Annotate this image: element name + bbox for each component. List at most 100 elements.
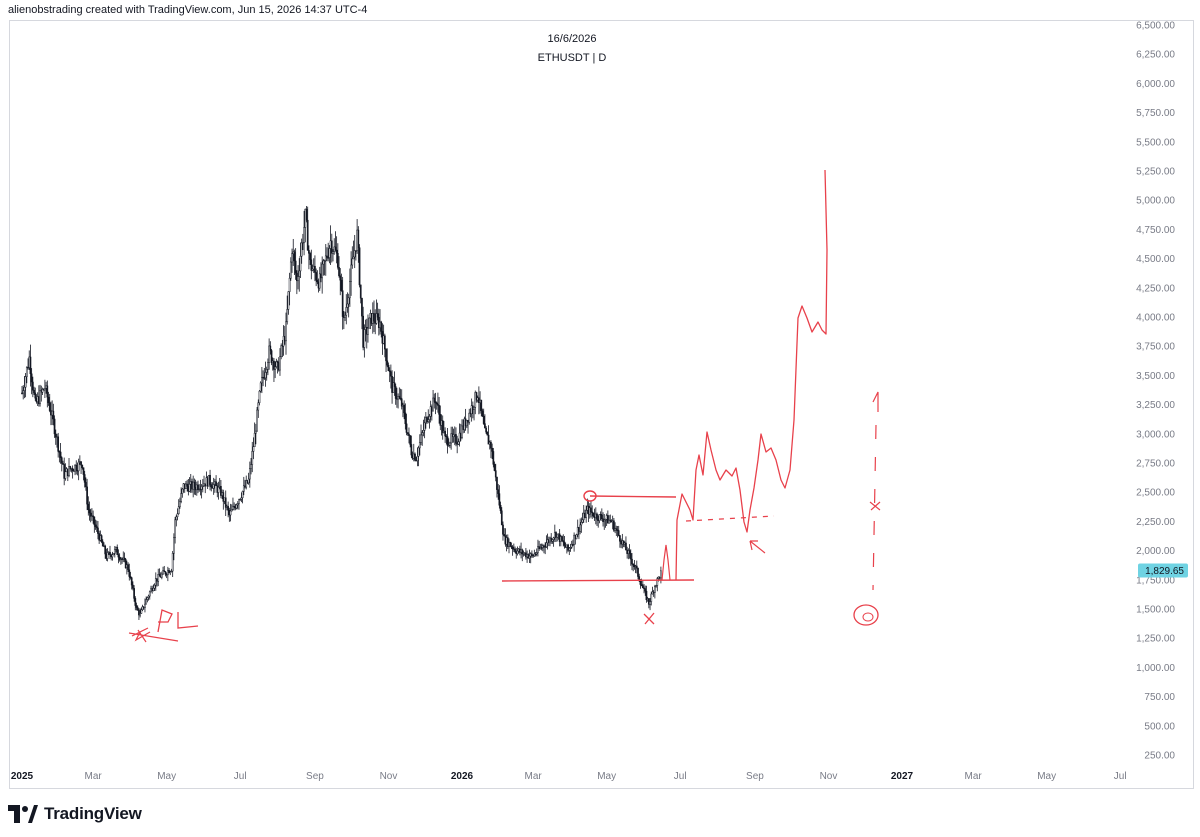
candle-body (551, 539, 554, 542)
candle-body (484, 423, 486, 429)
candle-body (157, 574, 160, 582)
candle-body (48, 402, 51, 411)
candle-body (600, 514, 603, 520)
candle-body (31, 381, 34, 391)
y-tick-label: 4,500.00 (1136, 254, 1175, 265)
candle-body (409, 435, 412, 445)
candle-body (291, 253, 293, 263)
candle-body (209, 474, 211, 485)
candle-body (400, 398, 403, 407)
candle-body (491, 447, 493, 452)
y-tick-label: 5,500.00 (1136, 137, 1175, 148)
candle-body (635, 565, 638, 569)
candle-body (113, 549, 116, 554)
zero-circle-inner (862, 612, 874, 622)
candle-body (497, 489, 500, 494)
candle-body (361, 297, 363, 317)
candle-body (133, 588, 135, 599)
x-tick-label: May (157, 771, 176, 782)
candle-body (136, 607, 139, 611)
candle-body (52, 410, 55, 420)
candle-body (179, 501, 181, 508)
candle-body (335, 249, 338, 254)
candle-body (521, 549, 524, 555)
right-one-mark (872, 391, 879, 412)
candle-body (30, 373, 33, 383)
y-tick-label: 2,750.00 (1136, 459, 1175, 470)
candle-body (33, 389, 35, 394)
x-tick-label: Nov (820, 771, 838, 782)
candle-body (310, 259, 313, 271)
candle-body (649, 601, 651, 605)
candle-body (293, 251, 296, 262)
candle-body (60, 457, 63, 464)
candle-body (63, 464, 66, 479)
candle-body (124, 559, 127, 569)
candle-body (287, 291, 290, 310)
candle-body (490, 441, 492, 449)
candle-body (109, 552, 111, 556)
candle-body (248, 468, 251, 480)
candle-body (367, 327, 369, 335)
y-tick-label: 4,750.00 (1136, 225, 1175, 236)
arrow-mark (749, 540, 766, 554)
candle-body (116, 547, 119, 555)
candle-body (152, 588, 155, 592)
y-tick-label: 1,500.00 (1136, 605, 1175, 616)
tradingview-logo: TradingView (8, 804, 142, 824)
candle-body (590, 507, 592, 513)
candle-body (376, 313, 379, 318)
candle-body (404, 412, 407, 425)
candle-body (628, 550, 631, 554)
candle-body (222, 492, 225, 502)
y-tick-label: 4,250.00 (1136, 283, 1175, 294)
candle-body (128, 569, 131, 577)
candle-body (227, 506, 229, 511)
candle-body (398, 396, 401, 399)
x-tick-label: Mar (525, 771, 543, 782)
candle-body (338, 267, 340, 277)
y-tick-label: 250.00 (1144, 751, 1175, 762)
candle-body (449, 442, 451, 446)
candle-body (235, 504, 238, 509)
candle-body (420, 434, 422, 443)
candle-body (81, 464, 84, 468)
candle-body (604, 519, 607, 521)
candle-body (264, 372, 267, 379)
candle-body (69, 466, 72, 470)
candle-body (236, 503, 239, 506)
candle-body (153, 584, 156, 589)
candle-body (29, 356, 32, 375)
candle-body (607, 515, 609, 524)
candle-body (339, 275, 342, 281)
candle-body (383, 335, 386, 350)
candle-body (408, 433, 410, 436)
candle-body (80, 461, 82, 466)
candle-body (258, 390, 261, 404)
candle-body (350, 264, 352, 282)
candle-body (230, 509, 233, 512)
drawing-annotations: PL (128, 169, 881, 643)
candle-body (434, 401, 437, 404)
candle-body (162, 570, 164, 575)
candle-body (399, 397, 402, 400)
candle-body (21, 392, 23, 394)
candle-body (359, 284, 362, 299)
candle-body (349, 281, 351, 299)
candle-body (181, 488, 184, 494)
candle-body (300, 242, 303, 257)
y-tick-label: 5,250.00 (1136, 167, 1175, 178)
candle-body (585, 510, 588, 518)
candle-body (138, 610, 140, 616)
candle-body (77, 461, 80, 472)
candle-body (276, 361, 279, 363)
candle-body (171, 553, 174, 572)
candle-body (475, 392, 478, 401)
candle-body (363, 329, 366, 348)
candle-body (410, 444, 413, 456)
candle-body (148, 591, 151, 597)
zero-circle-mark (853, 604, 879, 626)
candle-body (622, 540, 625, 545)
candle-body (41, 389, 44, 393)
